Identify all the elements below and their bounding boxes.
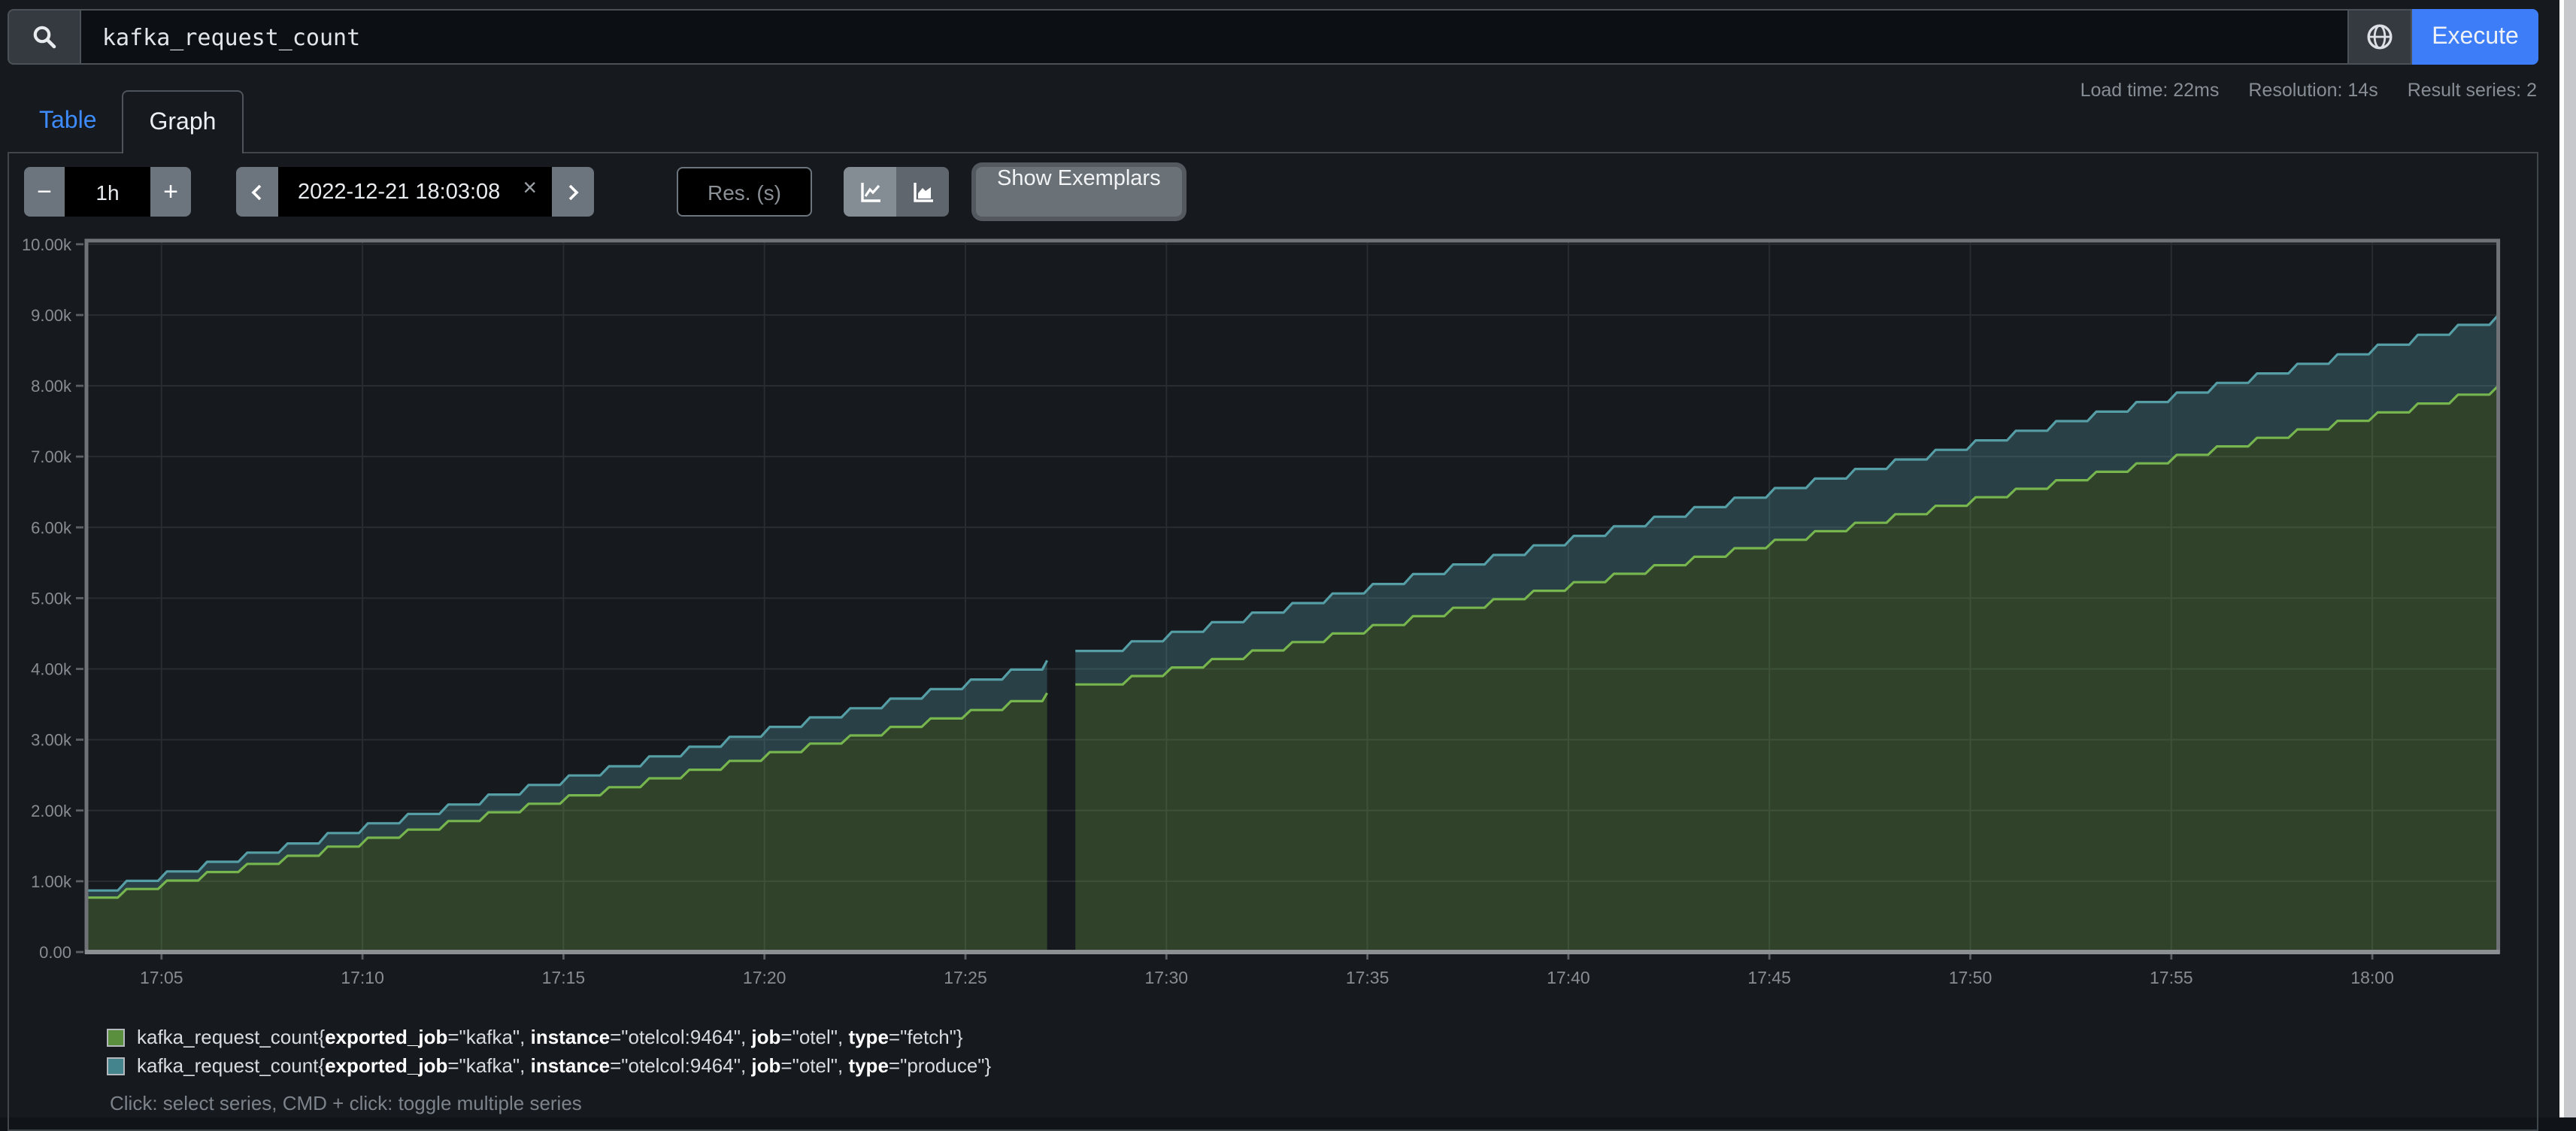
datetime-input[interactable] [278,167,552,217]
legend-hint: Click: select series, CMD + click: toggl… [110,1092,582,1114]
tab-table[interactable]: Table [14,90,123,152]
svg-text:17:30: 17:30 [1145,968,1189,987]
svg-text:10.00k: 10.00k [22,235,72,254]
svg-text:7.00k: 7.00k [31,447,72,466]
graph-canvas[interactable]: 0.00 1.00k 2.00k 3.00k 4.00k 5.00k 6.00k 7.00k 8… [0,226,2576,1008]
tab-bar: Table Graph [8,90,2538,153]
svg-text:17:25: 17:25 [944,968,987,987]
datetime-control: × [236,167,594,217]
search-icon [32,24,57,50]
show-exemplars-button[interactable]: Show Exemplars [976,167,1182,217]
svg-text:17:40: 17:40 [1547,968,1590,987]
query-input[interactable] [80,9,2349,65]
svg-text:17:50: 17:50 [1949,968,1993,987]
svg-text:2.00k: 2.00k [31,802,72,820]
chevron-right-icon [564,181,582,202]
datetime-field: × [278,167,552,217]
duration-control: − + [24,167,191,217]
svg-text:17:15: 17:15 [542,968,586,987]
svg-text:18:00: 18:00 [2350,968,2394,987]
tab-graph[interactable]: Graph [123,90,244,153]
svg-text:17:05: 17:05 [140,968,183,987]
datetime-next-button[interactable] [552,167,594,217]
execute-button[interactable]: Execute [2412,9,2538,65]
svg-text:5.00k: 5.00k [31,589,72,608]
svg-text:17:10: 17:10 [341,968,384,987]
line-chart-icon [858,180,882,204]
resolution-input[interactable] [677,167,812,217]
legend-swatch [107,1057,125,1075]
datetime-prev-button[interactable] [236,167,278,217]
globe-icon [2365,23,2394,51]
svg-text:4.00k: 4.00k [31,660,72,679]
metrics-explorer-button[interactable] [2349,9,2412,65]
svg-text:17:55: 17:55 [2150,968,2193,987]
graph-type-toggle [844,167,949,217]
legend-item[interactable]: kafka_request_count{exported_job="kafka"… [107,1051,991,1080]
scrollbar-track[interactable] [2559,0,2576,1117]
prometheus-app: Execute Load time: 22ms Resolution: 14s … [0,0,2576,1117]
svg-text:17:20: 17:20 [743,968,786,987]
legend: kafka_request_count{exported_job="kafka"… [107,1023,991,1080]
duration-decrement-button[interactable]: − [24,167,65,217]
legend-item[interactable]: kafka_request_count{exported_job="kafka"… [107,1023,991,1051]
svg-text:9.00k: 9.00k [31,306,72,325]
chevron-left-icon [248,181,266,202]
line-graph-toggle-button[interactable] [844,167,896,217]
svg-text:17:35: 17:35 [1346,968,1390,987]
legend-label: kafka_request_count{exported_job="kafka"… [137,1026,963,1048]
svg-text:6.00k: 6.00k [31,518,72,537]
legend-label: kafka_request_count{exported_job="kafka"… [137,1054,991,1077]
svg-text:1.00k: 1.00k [31,872,72,891]
scrollbar-thumb[interactable] [2564,0,2576,1117]
query-bar: Execute [8,9,2538,65]
legend-swatch [107,1028,125,1046]
svg-text:3.00k: 3.00k [31,731,72,750]
svg-text:8.00k: 8.00k [31,377,72,396]
stacked-graph-toggle-button[interactable] [896,167,949,217]
search-addon [8,9,80,65]
svg-text:17:45: 17:45 [1747,968,1791,987]
duration-increment-button[interactable]: + [150,167,191,217]
duration-input[interactable] [65,167,150,217]
datetime-clear-icon[interactable]: × [523,176,537,203]
svg-text:0.00: 0.00 [39,943,71,962]
stacked-chart-icon [911,180,935,204]
